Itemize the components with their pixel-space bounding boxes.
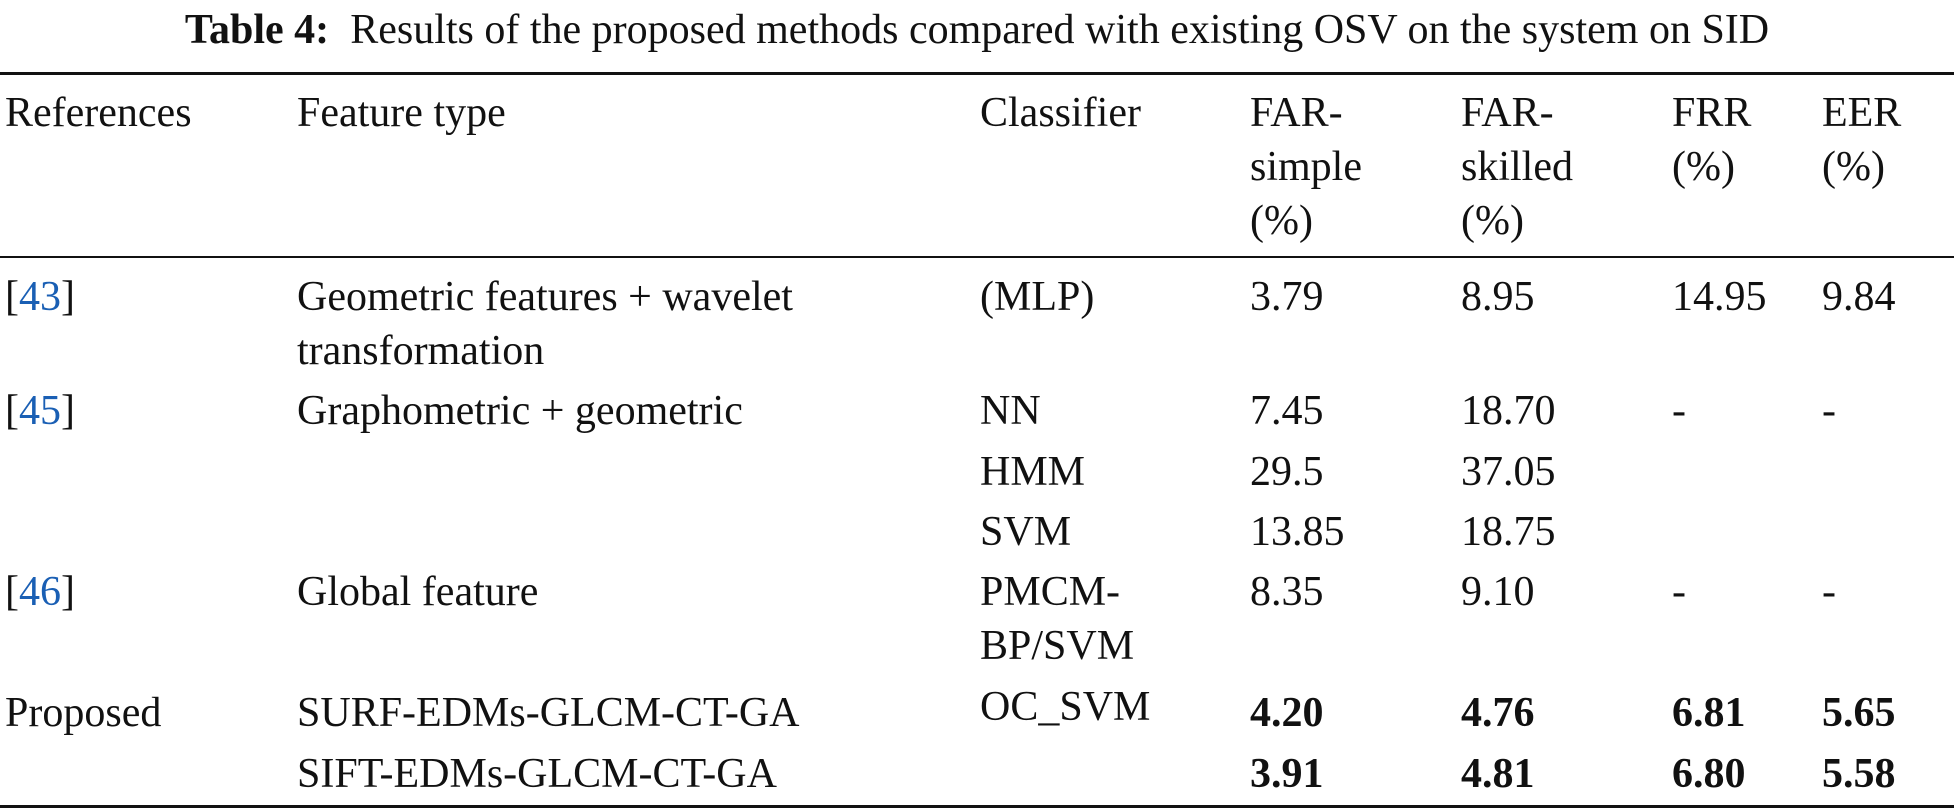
header-feature-type: Feature type xyxy=(297,90,506,136)
header-frr-line1: FRR xyxy=(1672,90,1752,136)
feature-type-cell-line2: transformation xyxy=(297,328,545,374)
classifier-cell: SVM xyxy=(980,509,1072,555)
header-far-simple-line3: (%) xyxy=(1250,198,1313,244)
frr-cell: - xyxy=(1672,569,1686,615)
bottom-rule xyxy=(0,805,1954,808)
citation-link[interactable]: 46 xyxy=(19,569,61,615)
top-rule xyxy=(0,72,1954,75)
classifier-cell: NN xyxy=(980,388,1041,434)
feature-type-cell: SIFT-EDMs-GLCM-CT-GA xyxy=(297,751,777,797)
far-skilled-cell: 4.76 xyxy=(1461,690,1535,736)
citation-link[interactable]: 43 xyxy=(19,274,61,320)
header-references: References xyxy=(5,90,192,136)
header-far-skilled-line2: skilled xyxy=(1461,144,1573,190)
far-simple-cell: 7.45 xyxy=(1250,388,1324,434)
far-simple-cell: 4.20 xyxy=(1250,690,1324,736)
reference-cell: [46] xyxy=(5,569,75,615)
feature-type-cell: Geometric features + wavelet xyxy=(297,274,793,320)
feature-type-cell: SURF-EDMs-GLCM-CT-GA xyxy=(297,690,800,736)
reference-cell: Proposed xyxy=(5,690,162,736)
eer-cell: - xyxy=(1822,569,1836,615)
frr-cell: 14.95 xyxy=(1672,274,1767,320)
header-far-skilled-line1: FAR- xyxy=(1461,90,1554,136)
feature-type-cell: Graphometric + geometric xyxy=(297,388,743,434)
eer-cell: 5.65 xyxy=(1822,690,1896,736)
far-simple-cell: 8.35 xyxy=(1250,569,1324,615)
feature-type-cell: Global feature xyxy=(297,569,539,615)
frr-cell: 6.80 xyxy=(1672,751,1746,797)
far-skilled-cell: 9.10 xyxy=(1461,569,1535,615)
header-far-simple-line2: simple xyxy=(1250,144,1362,190)
header-classifier: Classifier xyxy=(980,90,1141,136)
far-simple-cell: 3.91 xyxy=(1250,751,1324,797)
far-simple-cell: 29.5 xyxy=(1250,449,1324,495)
classifier-cell: PMCM- xyxy=(980,569,1121,615)
caption-label: Table 4: xyxy=(184,7,330,53)
header-frr-line2: (%) xyxy=(1672,144,1735,190)
caption-text: Results of the proposed methods compared… xyxy=(350,7,1770,53)
reference-cell: [45] xyxy=(5,388,75,434)
far-skilled-cell: 4.81 xyxy=(1461,751,1535,797)
classifier-cell: HMM xyxy=(980,449,1086,495)
far-skilled-cell: 8.95 xyxy=(1461,274,1535,320)
header-rule xyxy=(0,256,1954,258)
eer-cell: 5.58 xyxy=(1822,751,1896,797)
header-eer-line1: EER xyxy=(1822,90,1902,136)
header-far-simple-line1: FAR- xyxy=(1250,90,1343,136)
header-eer-line2: (%) xyxy=(1822,144,1885,190)
eer-cell: - xyxy=(1822,388,1836,434)
far-simple-cell: 3.79 xyxy=(1250,274,1324,320)
far-simple-cell: 13.85 xyxy=(1250,509,1345,555)
classifier-cell: (MLP) xyxy=(980,274,1095,320)
frr-cell: 6.81 xyxy=(1672,690,1746,736)
citation-link[interactable]: 45 xyxy=(19,388,61,434)
far-skilled-cell: 37.05 xyxy=(1461,449,1556,495)
far-skilled-cell: 18.75 xyxy=(1461,509,1556,555)
eer-cell: 9.84 xyxy=(1822,274,1896,320)
reference-cell: [43] xyxy=(5,274,75,320)
classifier-cell-line2: BP/SVM xyxy=(980,623,1135,669)
frr-cell: - xyxy=(1672,388,1686,434)
far-skilled-cell: 18.70 xyxy=(1461,388,1556,434)
table-caption: Table 4: Results of the proposed methods… xyxy=(0,4,1954,56)
classifier-cell: OC_SVM xyxy=(980,684,1151,730)
header-far-skilled-line3: (%) xyxy=(1461,198,1524,244)
